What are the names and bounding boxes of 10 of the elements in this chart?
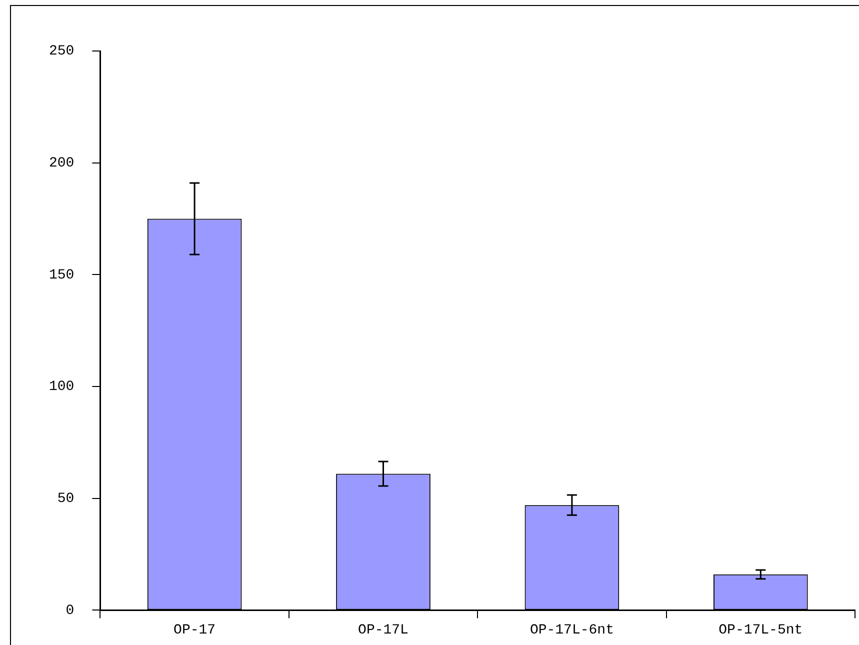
y-tick-label: 0 [66, 602, 74, 619]
x-tick-label: OP-17 [174, 622, 216, 638]
x-tick-label: OP-17L-5nt [718, 622, 803, 638]
x-tick-label: OP-17L-6nt [530, 622, 614, 638]
y-tick-label: 100 [48, 379, 74, 396]
x-tick-label: OP-17L [358, 622, 408, 638]
y-tick-label: 250 [48, 44, 74, 60]
y-tick-label: 200 [48, 156, 74, 172]
y-tick-label: 150 [48, 267, 74, 284]
y-tick-label: 50 [57, 491, 74, 508]
